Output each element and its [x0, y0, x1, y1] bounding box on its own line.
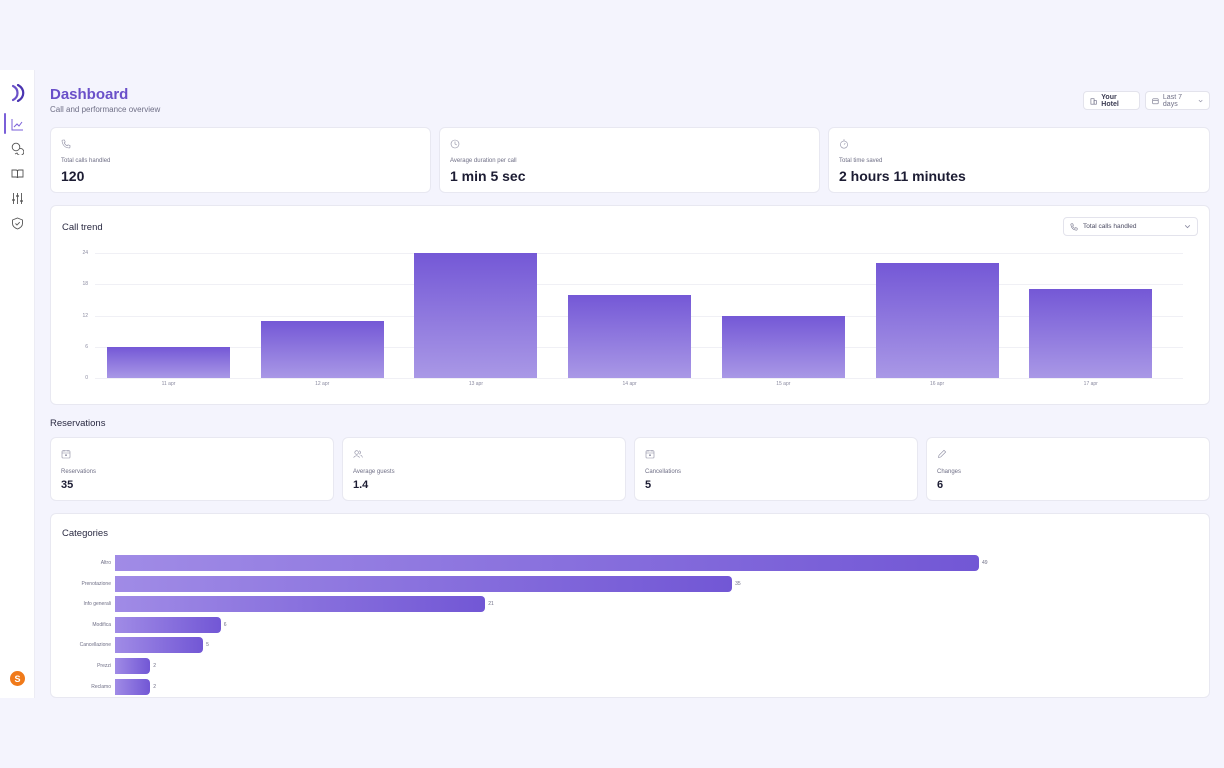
- category-label: Info generali: [83, 601, 111, 608]
- x-tick-label: 11 apr: [161, 381, 176, 387]
- trend-bar[interactable]: [260, 320, 384, 378]
- calendar-icon: [61, 450, 71, 459]
- x-tick-label: 14 apr: [622, 381, 637, 387]
- x-tick-label: 15 apr: [776, 381, 791, 387]
- sidebar: S: [0, 70, 35, 698]
- stat-value: 6: [937, 479, 944, 491]
- stat-label: Total time saved: [839, 158, 883, 164]
- pencil-icon: [938, 449, 947, 458]
- calendar-icon: [645, 450, 655, 459]
- gridline: [95, 284, 1183, 286]
- stat-label: Average guests: [353, 469, 395, 475]
- book-icon[interactable]: [11, 167, 24, 180]
- phone-icon: [1070, 223, 1078, 230]
- nav-active-indicator: [4, 113, 6, 134]
- date-range-label: Last 7 days: [1162, 93, 1182, 108]
- stat-label: Cancellations: [645, 469, 682, 475]
- stat-card-average-guests: Average guests 1.4: [342, 437, 626, 501]
- stat-value: 1.4: [353, 479, 369, 491]
- stat-label: Average duration per call: [450, 158, 517, 164]
- calendar-icon: [1152, 98, 1159, 104]
- page-title: Dashboard: [50, 86, 129, 103]
- category-label: Prenotazione: [81, 580, 111, 587]
- x-tick-label: 12 apr: [315, 381, 330, 387]
- gridline: [95, 253, 1183, 254]
- category-bar[interactable]: [115, 678, 151, 695]
- y-tick-label: 6: [85, 343, 88, 350]
- category-value: 2: [153, 683, 157, 690]
- shield-check-icon[interactable]: [11, 217, 24, 230]
- phone-icon: [61, 139, 71, 149]
- hotel-selector-label: Your Hotel: [1101, 93, 1119, 108]
- category-value: 6: [223, 621, 227, 628]
- stat-label: Total calls handled: [61, 158, 111, 164]
- y-tick-label: 18: [82, 281, 88, 288]
- stat-value: 120: [61, 168, 85, 184]
- trend-bar[interactable]: [568, 294, 692, 378]
- categories-title: Categories: [62, 528, 108, 539]
- building-icon: [1090, 97, 1097, 105]
- stat-card-reservations: Reservations 35: [50, 437, 334, 501]
- category-label: Modifica: [92, 621, 111, 628]
- category-value: 21: [488, 601, 494, 608]
- reservations-section-title: Reservations: [50, 418, 106, 429]
- category-bar[interactable]: [115, 658, 151, 674]
- category-label: Altro: [100, 560, 111, 566]
- trend-bar[interactable]: [721, 315, 845, 378]
- category-bar[interactable]: [115, 575, 733, 592]
- users-icon: [353, 450, 363, 458]
- category-label: Prezzi: [97, 663, 111, 669]
- chevron-down-icon: [1184, 225, 1191, 229]
- metric-dropdown[interactable]: Total calls handled: [1063, 217, 1198, 236]
- x-tick-label: 16 apr: [929, 381, 945, 387]
- stopwatch-icon: [840, 139, 848, 149]
- category-bar[interactable]: [115, 596, 486, 613]
- hotel-selector-button[interactable]: Your Hotel: [1083, 91, 1140, 110]
- gridline: [95, 378, 1183, 379]
- stat-card-cancellations: Cancellations 5: [634, 437, 918, 501]
- sliders-icon[interactable]: [11, 192, 24, 205]
- stat-card-avg-duration: Average duration per call 1 min 5 sec: [439, 127, 820, 193]
- x-tick-label: 17 apr: [1083, 381, 1098, 387]
- trend-bar[interactable]: [1029, 289, 1153, 378]
- trend-bar[interactable]: [107, 346, 230, 378]
- stat-card-time-saved: Total time saved 2 hours 11 minutes: [828, 127, 1210, 193]
- y-tick-label: 12: [82, 312, 88, 319]
- trend-bar[interactable]: [414, 253, 538, 378]
- y-tick-label: 0: [85, 375, 88, 381]
- chat-bubbles-icon[interactable]: [11, 142, 24, 155]
- stat-card-total-calls: Total calls handled 120: [50, 127, 431, 193]
- metric-dropdown-label: Total calls handled: [1083, 223, 1137, 230]
- date-range-button[interactable]: Last 7 days: [1145, 91, 1210, 110]
- stat-value: 5: [645, 479, 652, 491]
- trend-bar[interactable]: [875, 263, 999, 378]
- category-bar[interactable]: [115, 555, 979, 571]
- category-label: Cancellazione: [79, 642, 111, 649]
- category-value: 2: [153, 663, 157, 669]
- category-label: Reclamo: [91, 683, 111, 690]
- stat-value: 2 hours 11 minutes: [839, 168, 966, 184]
- category-value: 35: [735, 580, 741, 587]
- page-subtitle: Call and performance overview: [50, 105, 161, 114]
- stat-card-changes: Changes 6: [926, 437, 1210, 501]
- category-bar[interactable]: [115, 637, 204, 654]
- avatar[interactable]: S: [10, 671, 25, 686]
- stat-value: 1 min 5 sec: [450, 168, 526, 184]
- category-value: 49: [982, 560, 988, 566]
- chart-line-icon[interactable]: [11, 118, 24, 131]
- clock-icon: [450, 139, 460, 149]
- chevron-down-icon: [1198, 99, 1203, 102]
- call-trend-title: Call trend: [62, 222, 103, 233]
- category-value: 5: [206, 642, 209, 649]
- x-tick-label: 13 apr: [468, 381, 483, 387]
- y-tick-label: 24: [82, 250, 88, 256]
- stat-label: Changes: [937, 469, 962, 475]
- category-bar[interactable]: [115, 616, 221, 633]
- stat-value: 35: [61, 479, 74, 491]
- logo-icon[interactable]: [9, 84, 25, 102]
- stat-label: Reservations: [61, 469, 97, 475]
